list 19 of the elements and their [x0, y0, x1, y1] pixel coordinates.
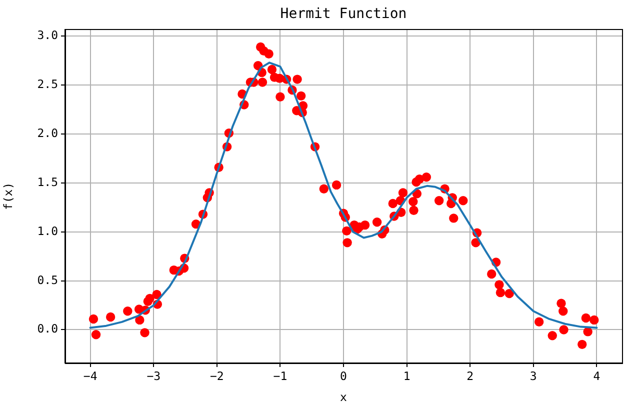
x-tick-label: −1	[273, 368, 288, 383]
y-tick-label: 2.5	[37, 77, 58, 92]
y-tick-label: 0.5	[37, 272, 58, 287]
chart-title: Hermit Function	[280, 6, 407, 22]
y-axis-title: f(x)	[0, 182, 15, 210]
y-tick-label: 0.0	[37, 322, 58, 336]
x-tick-label: −3	[146, 368, 161, 383]
y-tick-label: 1.5	[37, 174, 58, 189]
x-tick-label: −2	[210, 368, 224, 383]
x-tick-label: 4	[593, 368, 600, 383]
x-tick-label: 3	[530, 368, 537, 383]
x-axis-title: x	[340, 390, 348, 404]
y-tick-label: 1.0	[37, 224, 58, 238]
x-tick-label: 2	[466, 368, 474, 383]
y-tick-label: 3.0	[37, 28, 58, 42]
y-tick-label: 2.0	[37, 126, 58, 140]
x-tick-label: 0	[340, 368, 348, 383]
x-tick-label: 1	[403, 368, 410, 383]
x-tick-label: −4	[83, 368, 98, 383]
